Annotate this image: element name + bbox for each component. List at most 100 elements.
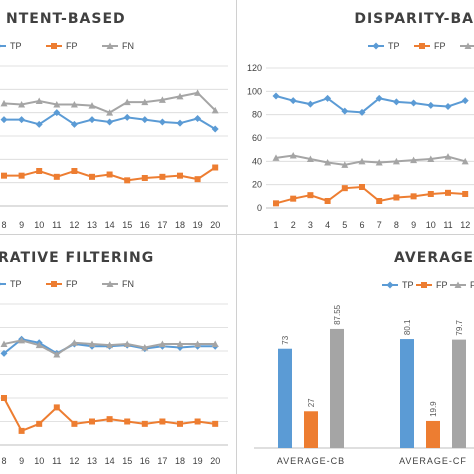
cb-point-fp [177,172,183,179]
cb-point-fn [70,101,78,108]
db-point-tp [272,92,280,100]
db-x-tick-label: 8 [394,220,399,230]
cf-legend-marker-tp [0,282,2,286]
db-point-fn [289,152,297,159]
cf-x-tick-label: 19 [193,456,203,466]
cb-point-fp [71,168,78,174]
avg-legend-marker-fp [421,282,427,288]
cb-point-tp [211,125,219,133]
cf-x-tick-label: 17 [157,456,167,466]
db-title: DISPARITY-BA [354,11,474,27]
cf-x-tick-label: 10 [34,456,44,466]
db-point-fp [341,185,348,192]
avg-legend-fp: FP [436,280,448,290]
cb-point-fn [106,109,114,116]
cb-point-tp [18,116,26,124]
cf-legend-tp: TP [10,279,22,289]
cb-legend-marker-fn [106,42,114,49]
avg-category-label: AVERAGE-CF [399,456,467,466]
db-point-fp [273,200,279,207]
cb-point-tp [176,119,184,127]
db-x-tick-label: 1 [273,220,278,230]
avg-data-label: 27 [307,398,316,407]
avg-legend-fn: FN [470,280,474,290]
cb-x-tick-label: 17 [157,220,167,230]
cb-point-fp [124,177,131,184]
cf-point-fp [53,404,60,411]
avg-bar-fp [304,411,318,448]
db-point-fn [306,155,314,162]
db-x-tick-label: 7 [377,220,382,230]
cb-point-fn [18,101,26,108]
db-point-fp [359,184,365,190]
avg-data-label: 79.7 [455,319,464,335]
db-point-fn [358,157,366,165]
db-point-tp [341,107,349,115]
db-point-tp [461,97,469,105]
cb-point-fn [53,101,61,108]
avg-legend-marker-fn [454,281,462,288]
cf-point-fp [194,418,201,425]
db-x-tick-label: 5 [342,220,347,230]
cb-x-tick-label: 10 [34,220,44,230]
collaborative-filtering-chart: RATIVE FILTERING TP FP FN 8 9 10 11 12 13 14 15 16 17… [0,236,235,474]
db-x-tick-label: 12 [460,220,470,230]
cf-point-fp [159,418,166,425]
db-point-tp [444,103,452,110]
cf-legend-fp: FP [66,279,78,289]
content-based-chart: NTENT-BASED TP FP FN 8 9 10 11 12 13 14 15 16 17 18 19 2… [0,0,235,233]
db-point-tp [375,94,383,102]
cb-point-fp [212,164,219,171]
db-point-fn [410,156,418,164]
cb-legend-marker-tp [0,44,2,48]
cf-point-fn [194,340,202,347]
cb-point-fn [211,106,219,114]
cb-x-tick-label: 18 [175,220,185,230]
db-point-fp [445,189,451,196]
avg-data-label: 19.9 [429,401,438,417]
cf-point-fp [106,416,113,423]
db-point-fp [307,192,314,199]
cb-x-tick-label: 19 [193,220,203,230]
horizontal-divider [0,234,474,235]
collaborative-filtering-line-chart: RATIVE FILTERING TP FP FN 8 9 10 11 12 13 14 15 16 17… [0,250,228,466]
cf-point-fn [35,341,43,349]
db-point-tp [358,108,366,116]
avg-legend-tp: TP [402,280,414,290]
cf-point-fp [18,427,25,434]
cf-x-tick-label: 18 [175,456,185,466]
db-y-tick-label: 100 [247,86,262,96]
cf-x-tick-label: 8 [1,456,6,466]
avg-legend-marker-tp [386,281,394,289]
avg-bar-tp [278,348,292,448]
db-point-fn [392,157,400,165]
avg-category-label: AVERAGE-CB [277,456,345,466]
cf-legend-marker-fp [51,281,57,287]
db-y-tick-label: 0 [257,203,262,213]
db-y-tick-label: 40 [252,156,262,166]
cb-point-fn [194,89,202,96]
db-point-tp [306,100,314,108]
cb-point-tp [35,120,43,128]
cb-x-tick-label: 14 [105,220,115,230]
disparity-based-line-chart: DISPARITY-BATPFPFN0204060801001201234567… [247,11,474,230]
db-point-fp [376,198,383,204]
db-legend-fp: FP [434,41,446,51]
cf-x-tick-label: 11 [52,456,61,466]
cf-x-tick-label: 16 [140,456,150,466]
vertical-divider [236,0,237,474]
avg-title: AVERAGE [394,250,474,266]
cb-point-fn [88,102,96,109]
db-legend-marker-tp [372,42,380,50]
db-point-fp [410,193,417,200]
cf-point-fn [18,336,26,344]
avg-bar-fp [426,420,440,448]
cf-point-fp [71,420,78,427]
cf-point-fn [70,339,78,346]
cf-point-fn [211,340,219,347]
cb-point-tp [141,116,149,124]
cb-point-tp [88,116,96,124]
db-x-tick-label: 3 [308,220,313,230]
db-y-tick-label: 120 [247,63,262,73]
cf-point-fn [88,340,96,347]
